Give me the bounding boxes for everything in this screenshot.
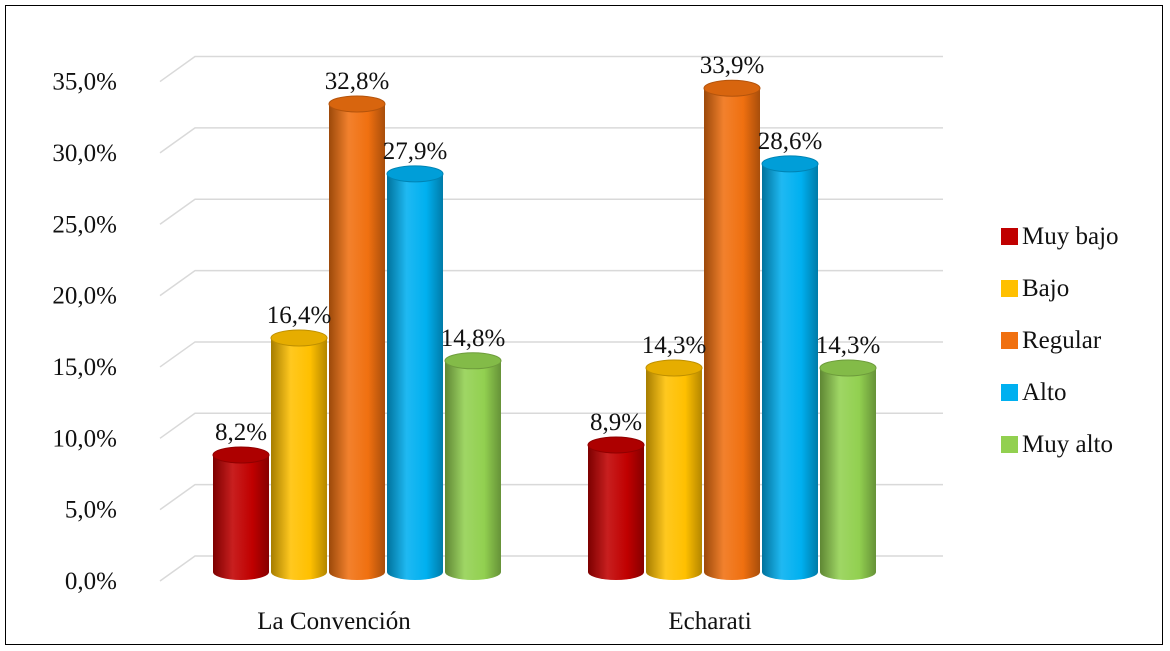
y-tick-label: 15,0% xyxy=(52,354,117,381)
chart-frame xyxy=(5,5,1163,645)
legend-label: Bajo xyxy=(1022,275,1069,302)
y-tick-label: 20,0% xyxy=(52,283,117,310)
data-label: 14,3% xyxy=(642,332,707,359)
legend-label: Regular xyxy=(1022,327,1102,354)
bars xyxy=(212,79,877,581)
data-label: 8,2% xyxy=(215,419,267,446)
gridline xyxy=(159,127,943,154)
bar xyxy=(761,155,819,581)
legend-swatch xyxy=(1001,332,1018,349)
x-axis: La Convención Echarati xyxy=(257,608,751,635)
data-label: 27,9% xyxy=(383,138,448,165)
legend-label: Alto xyxy=(1022,379,1066,406)
legend-swatch xyxy=(1001,280,1018,297)
y-tick-label: 35,0% xyxy=(52,69,117,96)
legend-label: Muy bajo xyxy=(1022,223,1119,250)
y-tick-label: 5,0% xyxy=(65,497,117,524)
bar xyxy=(386,165,444,580)
data-label: 28,6% xyxy=(758,128,823,155)
legend-swatch xyxy=(1001,384,1018,401)
bar xyxy=(444,352,502,580)
gridline xyxy=(159,269,943,297)
legend-label: Muy alto xyxy=(1022,431,1113,458)
x-tick-label: Echarati xyxy=(668,608,751,635)
data-label: 8,9% xyxy=(590,409,642,436)
data-label: 32,8% xyxy=(325,68,390,95)
legend-swatch xyxy=(1001,228,1018,245)
bar xyxy=(212,446,270,580)
legend-swatch xyxy=(1001,436,1018,453)
gridline xyxy=(159,198,943,225)
bar xyxy=(270,329,328,580)
data-label: 16,4% xyxy=(267,302,332,329)
gridline xyxy=(159,55,943,83)
x-tick-label: La Convención xyxy=(257,608,411,635)
bar xyxy=(645,359,703,580)
bar xyxy=(587,436,645,580)
y-axis: 0,0% 5,0% 10,0% 15,0% 20,0% 25,0% 30,0% 35,0% xyxy=(52,69,117,595)
y-tick-label: 25,0% xyxy=(52,211,117,238)
data-label: 14,8% xyxy=(441,325,506,352)
data-labels: 8,2% 16,4% 32,8% 27,9% 14,8% 8,9% 14,3% 33,9% 28… xyxy=(215,52,880,446)
bar xyxy=(703,79,761,580)
y-tick-label: 0,0% xyxy=(65,568,117,595)
gridline xyxy=(159,341,943,368)
y-tick-label: 30,0% xyxy=(52,140,117,167)
bar xyxy=(328,95,386,580)
legend: Muy bajo Bajo Regular Alto Muy alto xyxy=(1001,223,1119,458)
y-tick-label: 10,0% xyxy=(52,425,117,452)
data-label: 33,9% xyxy=(700,52,765,79)
data-label: 14,3% xyxy=(816,332,881,359)
bar xyxy=(819,359,877,580)
